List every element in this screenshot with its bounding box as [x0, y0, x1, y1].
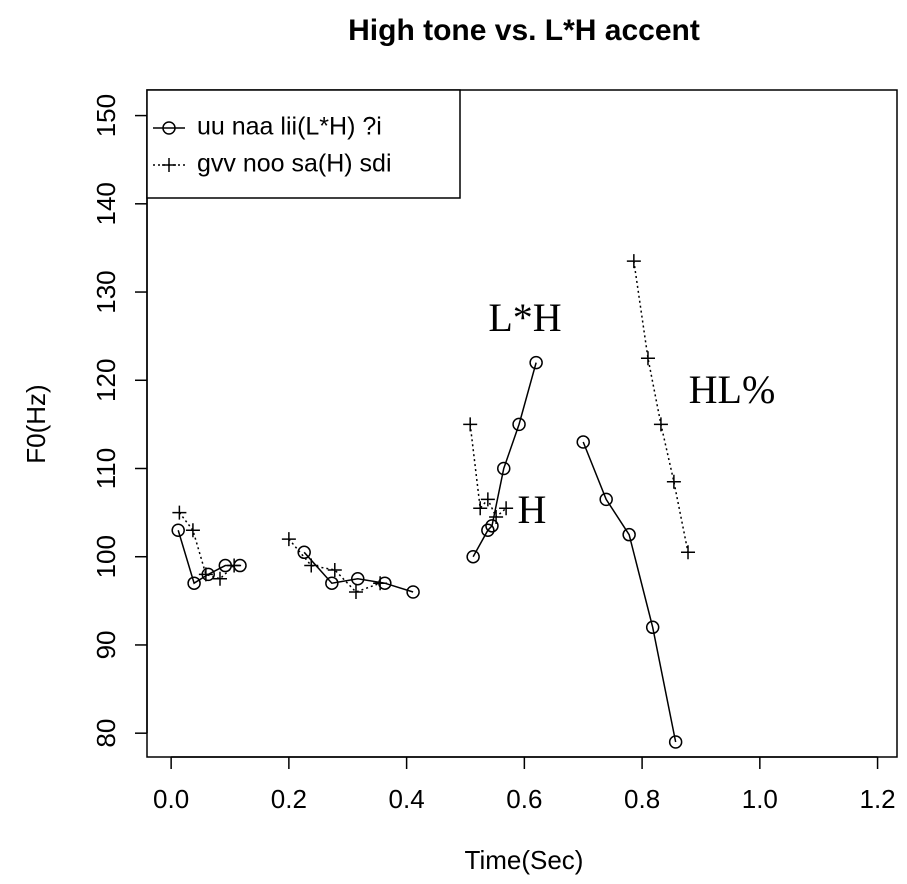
data-point [281, 532, 296, 547]
data-point [185, 523, 200, 538]
data-point [626, 254, 641, 269]
data-point [212, 571, 227, 586]
x-tick-label: 0.0 [153, 784, 189, 814]
x-tick-label: 0.2 [271, 784, 307, 814]
legend-marker [162, 121, 176, 135]
data-point [668, 735, 683, 749]
data-point [622, 527, 636, 542]
y-tick-label: 130 [91, 270, 121, 313]
series-line [303, 551, 414, 593]
data-point [512, 417, 526, 432]
data-point [373, 576, 388, 591]
series-line [582, 441, 677, 743]
data-point [406, 585, 420, 599]
data-point [187, 576, 201, 590]
data-point [599, 492, 613, 507]
series-line [472, 362, 537, 558]
y-tick-label: 100 [91, 535, 121, 578]
y-tick-label: 120 [91, 359, 121, 402]
data-point [480, 492, 495, 507]
y-tick-label: 80 [91, 719, 121, 748]
data-point [666, 474, 681, 489]
data-point [481, 523, 495, 538]
data-point [576, 435, 590, 449]
legend-label: gvv noo sa(H) sdi [197, 150, 392, 178]
x-tick-label: 0.6 [506, 784, 542, 814]
chart-title: High tone vs. L*H accent [348, 14, 700, 47]
data-point [645, 620, 660, 635]
x-axis-label: Time(Sec) [465, 845, 584, 875]
x-tick-label: 1.2 [859, 784, 895, 814]
data-point [297, 545, 311, 560]
data-point [497, 461, 511, 476]
data-point [653, 417, 668, 432]
data-point [485, 519, 499, 533]
data-point [227, 558, 242, 573]
data-point [325, 576, 339, 590]
data-point [473, 501, 488, 516]
data-point [351, 572, 365, 586]
data-point [348, 585, 363, 600]
x-tick-label: 1.0 [742, 784, 778, 814]
data-point [640, 351, 655, 366]
x-tick-label: 0.4 [389, 784, 425, 814]
y-tick-label: 140 [91, 182, 121, 225]
y-tick-label: 150 [91, 94, 121, 137]
series-line [633, 261, 689, 553]
legend-marker [162, 158, 176, 172]
annotation: H [518, 487, 547, 532]
data-point [327, 562, 342, 577]
data-point [171, 523, 185, 538]
data-point [463, 417, 478, 432]
data-point [304, 558, 319, 573]
data-point [489, 510, 504, 525]
data-point [681, 545, 696, 560]
y-tick-label: 110 [91, 448, 121, 489]
y-tick-label: 90 [91, 630, 121, 659]
x-tick-label: 0.8 [624, 784, 660, 814]
data-point [198, 567, 213, 582]
legend-box [146, 89, 461, 199]
data-point [466, 549, 480, 564]
annotation: HL% [689, 367, 776, 412]
data-point [499, 501, 514, 516]
y-axis-label: F0(Hz) [21, 384, 51, 463]
legend-label: uu naa lii(L*H) ?i [197, 113, 382, 141]
data-point [172, 505, 187, 520]
data-point [529, 355, 543, 370]
annotation: L*H [488, 295, 561, 340]
